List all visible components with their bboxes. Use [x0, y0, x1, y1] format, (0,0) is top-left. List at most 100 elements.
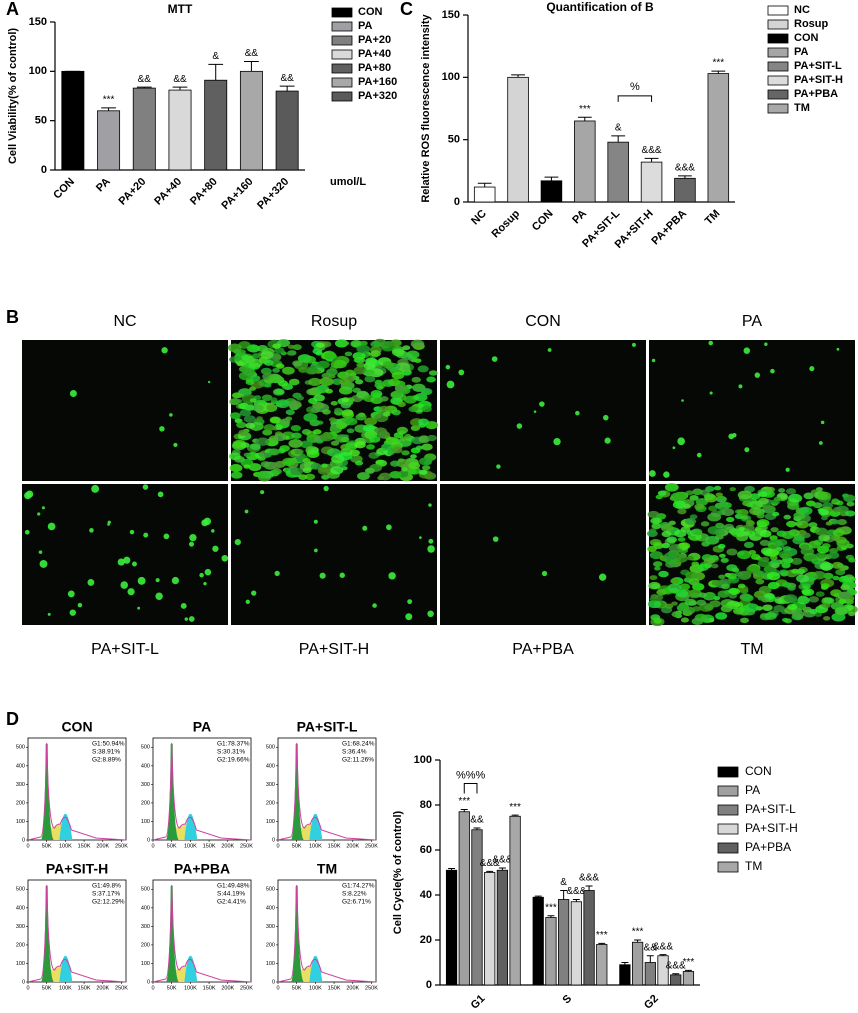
cell [234, 418, 242, 423]
significance-label: *** [632, 927, 644, 938]
error-bar [598, 942, 606, 945]
cell [408, 406, 419, 413]
cell [516, 423, 523, 429]
cell [651, 358, 656, 363]
cell [691, 528, 703, 536]
cell [713, 485, 722, 491]
cell [243, 415, 256, 423]
cell [553, 437, 561, 446]
image-label: NC [113, 313, 136, 330]
cell [352, 351, 366, 361]
cell [211, 529, 215, 533]
cell [25, 490, 34, 498]
bar [509, 815, 521, 986]
x-tick-label: Rosup [490, 208, 523, 241]
cell [324, 352, 337, 360]
cell [787, 493, 803, 503]
cell [312, 429, 322, 435]
x-tick-label: 50K [292, 985, 302, 991]
cell [67, 590, 75, 598]
legend-swatch [331, 63, 353, 74]
cell [838, 599, 847, 605]
x-tick-label: CON [51, 176, 77, 202]
cell [737, 490, 753, 500]
y-tick-label: 200 [16, 800, 25, 806]
cell [405, 613, 413, 621]
image-label: PA+SIT-H [299, 641, 369, 658]
cell [24, 529, 30, 535]
x-tick-label: 0 [276, 843, 279, 849]
cell [319, 432, 334, 442]
y-tick-label: 200 [266, 942, 275, 948]
legend-swatch [767, 33, 789, 44]
cell [155, 578, 160, 583]
bracket [617, 95, 653, 102]
panel-letter: B [6, 307, 19, 327]
cell [243, 464, 251, 469]
cell [604, 437, 611, 444]
cell [784, 594, 798, 603]
cell [793, 512, 806, 520]
y-tick-label: 0 [147, 979, 150, 985]
y-axis-label: Cell Cycle(% of control) [392, 810, 404, 934]
cell [785, 488, 797, 495]
cell [344, 369, 356, 376]
panel-letter: D [6, 709, 19, 729]
bar [670, 974, 682, 986]
error-bar [711, 70, 726, 74]
cell [650, 517, 661, 525]
cell [410, 454, 417, 459]
cell [671, 611, 681, 618]
cell [736, 508, 749, 517]
cell [783, 514, 792, 520]
cell [364, 467, 375, 474]
cell [288, 400, 302, 409]
cell [848, 557, 856, 563]
cell [87, 578, 95, 586]
cell [228, 452, 241, 460]
error-bar [577, 116, 592, 121]
x-tick-label: 200K [96, 985, 109, 991]
x-tick-label: 200K [346, 843, 359, 849]
cell [240, 458, 254, 467]
cell [445, 364, 451, 370]
cell [292, 344, 302, 351]
significance-label: && [280, 73, 294, 84]
cell [703, 493, 716, 501]
cell [273, 433, 287, 442]
cell [319, 572, 326, 579]
cell [418, 469, 428, 475]
cell [705, 535, 720, 545]
bar [644, 962, 656, 986]
cell [800, 544, 810, 550]
cell [823, 616, 831, 621]
cell [420, 388, 433, 396]
error-bar [279, 85, 295, 92]
significance-label: &&& [480, 858, 500, 869]
x-tick-label: 150K [203, 985, 216, 991]
y-axis-label: Cell Viability(% of control) [7, 28, 19, 164]
cell [275, 425, 283, 431]
cell [743, 541, 754, 549]
cell [421, 443, 433, 451]
cell [785, 467, 790, 472]
y-tick-label: 300 [141, 924, 150, 930]
bar [471, 829, 483, 986]
y-tick-label: 0 [426, 979, 432, 991]
cell [792, 536, 805, 545]
histogram-outline [27, 742, 127, 841]
error-bar [659, 954, 667, 956]
cell [290, 424, 301, 432]
y-tick-label: 400 [16, 905, 25, 911]
y-tick-label: 400 [16, 763, 25, 769]
cell [715, 522, 724, 529]
y-tick-label: 300 [16, 782, 25, 788]
error-bar [448, 867, 456, 871]
cell [47, 612, 51, 616]
cell [268, 374, 283, 384]
cell [342, 341, 350, 346]
cell [418, 418, 430, 426]
cell [803, 492, 815, 500]
cell [401, 450, 410, 456]
bar [570, 901, 582, 986]
